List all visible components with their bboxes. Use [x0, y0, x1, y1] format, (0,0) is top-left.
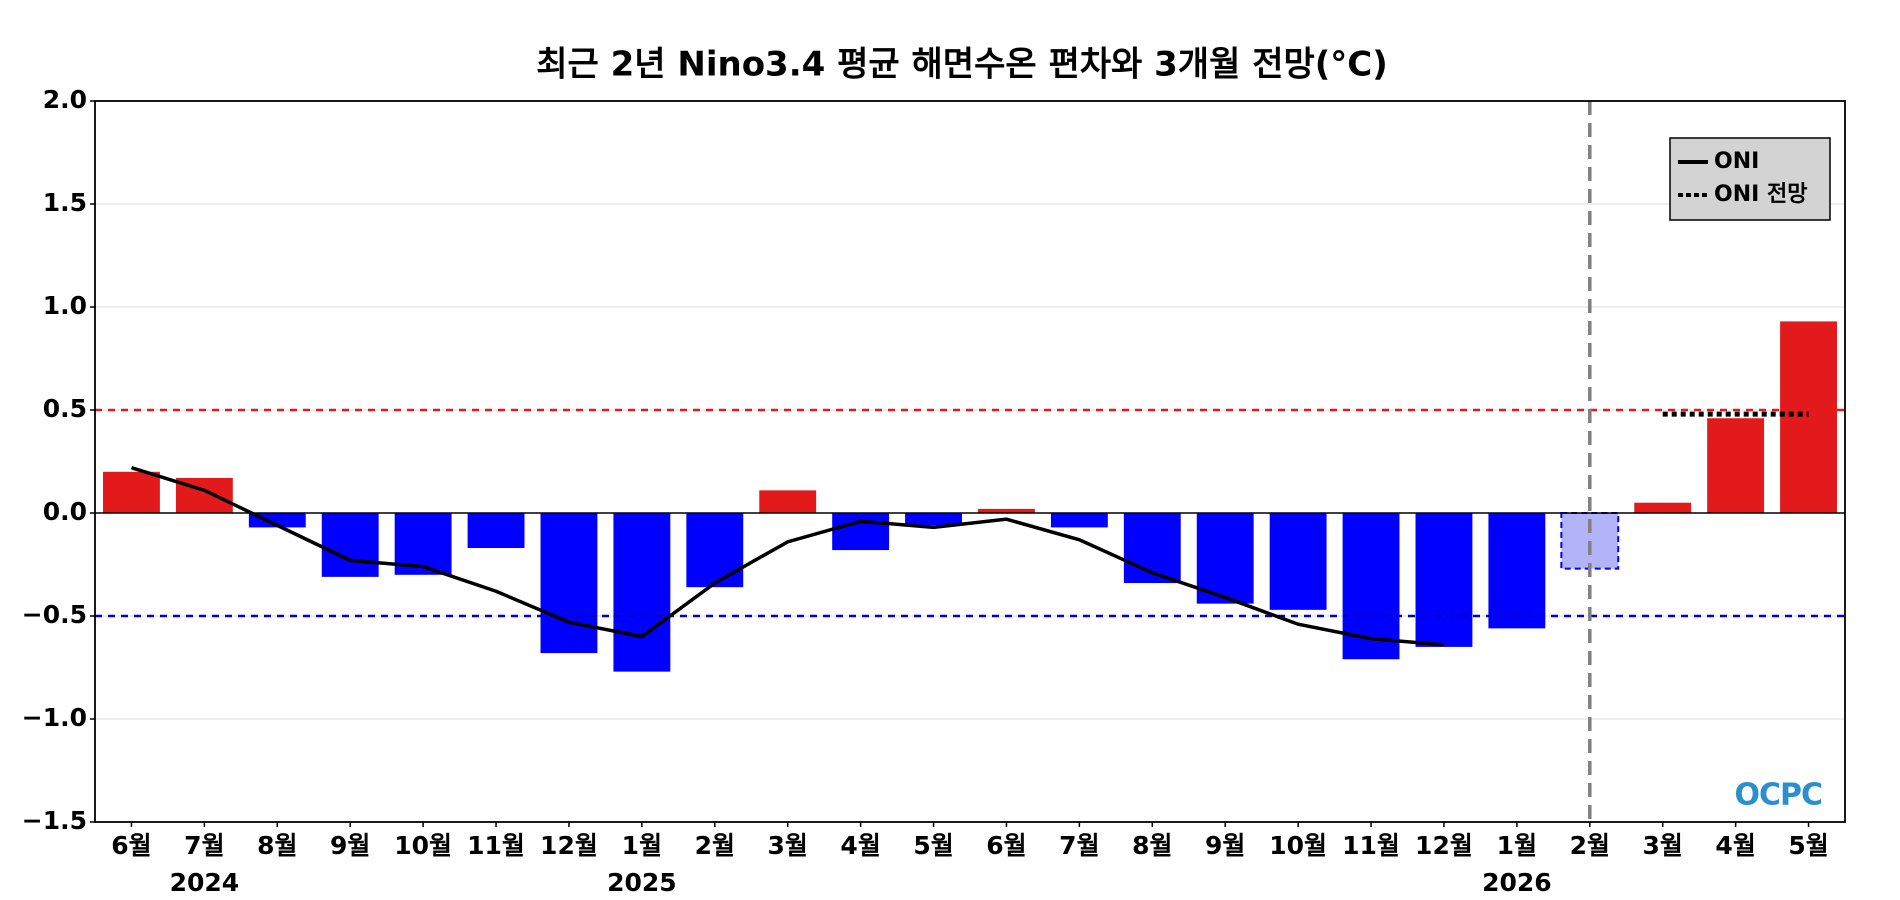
- x-tick-label: 11월: [467, 831, 525, 860]
- logo: OCPC: [1734, 778, 1822, 813]
- bar: [1269, 513, 1327, 610]
- x-tick-label: 4월: [1715, 831, 1755, 860]
- x-tick-label: 12월: [1415, 831, 1473, 860]
- legend-box: [1669, 137, 1831, 221]
- y-tick-label: 1.5: [43, 188, 87, 217]
- bar: [905, 513, 962, 526]
- y-tick-label: 0.5: [43, 394, 87, 423]
- bar: [1780, 321, 1837, 513]
- bar: [1415, 513, 1473, 647]
- bar: [103, 471, 160, 513]
- x-tick-label: 10월: [394, 831, 452, 860]
- x-tick-label: 2월: [695, 831, 735, 860]
- year-label: 2024: [170, 868, 240, 897]
- x-tick-label: 7월: [1059, 831, 1099, 860]
- x-tick-label: 5월: [913, 831, 953, 860]
- legend-label: ONI 전망: [1714, 182, 1807, 207]
- y-tick-label: 0.0: [43, 497, 87, 526]
- bar: [1488, 513, 1546, 629]
- x-tick-label: 12월: [540, 831, 598, 860]
- bar: [686, 513, 744, 588]
- chart-title: 최근 2년 Nino3.4 평균 해면수온 편차와 3개월 전망(°C): [536, 45, 1388, 85]
- bar: [613, 513, 671, 672]
- x-tick-label: 2월: [1570, 831, 1610, 860]
- x-tick-label: 11월: [1342, 831, 1400, 860]
- bar: [1050, 513, 1108, 528]
- bar: [832, 513, 890, 551]
- bar: [978, 508, 1035, 513]
- plot-frame: [94, 100, 1846, 823]
- bar: [759, 490, 817, 513]
- x-tick-label: 9월: [1205, 831, 1245, 860]
- bar: [540, 513, 598, 654]
- bar: [1634, 502, 1692, 513]
- year-label: 2026: [1482, 868, 1552, 897]
- x-tick-label: 6월: [111, 831, 151, 860]
- x-tick-label: 5월: [1788, 831, 1828, 860]
- x-tick-label: 7월: [184, 831, 224, 860]
- bar: [1707, 418, 1765, 513]
- bar: [321, 513, 379, 577]
- y-tick-label: 2.0: [43, 85, 87, 114]
- bar: [467, 513, 525, 549]
- x-tick-label: 4월: [840, 831, 880, 860]
- legend-label: ONI: [1714, 149, 1759, 174]
- x-tick-label: 6월: [986, 831, 1026, 860]
- x-tick-label: 1월: [622, 831, 662, 860]
- x-tick-label: 8월: [257, 831, 297, 860]
- y-tick-label: 1.0: [43, 291, 87, 320]
- x-tick-label: 8월: [1132, 831, 1172, 860]
- y-tick-label: −1.5: [22, 806, 87, 835]
- x-tick-label: 3월: [768, 831, 808, 860]
- y-tick-label: −1.0: [22, 703, 87, 732]
- x-tick-label: 3월: [1643, 831, 1683, 860]
- year-label: 2025: [607, 868, 677, 897]
- series-line: [130, 466, 1445, 647]
- x-tick-label: 9월: [330, 831, 370, 860]
- x-tick-label: 10월: [1269, 831, 1327, 860]
- x-tick-label: 1월: [1497, 831, 1537, 860]
- y-tick-label: −0.5: [22, 600, 87, 629]
- bar: [1196, 513, 1254, 604]
